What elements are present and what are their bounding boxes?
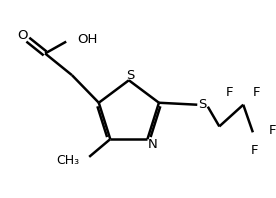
Text: OH: OH [78,33,98,46]
Text: S: S [126,69,134,82]
Text: F: F [251,144,259,157]
Text: S: S [198,98,206,111]
Text: F: F [268,124,276,137]
Text: O: O [17,29,27,42]
Text: N: N [147,138,157,150]
Text: CH₃: CH₃ [57,154,79,167]
Text: F: F [253,86,261,99]
Text: F: F [226,86,233,99]
